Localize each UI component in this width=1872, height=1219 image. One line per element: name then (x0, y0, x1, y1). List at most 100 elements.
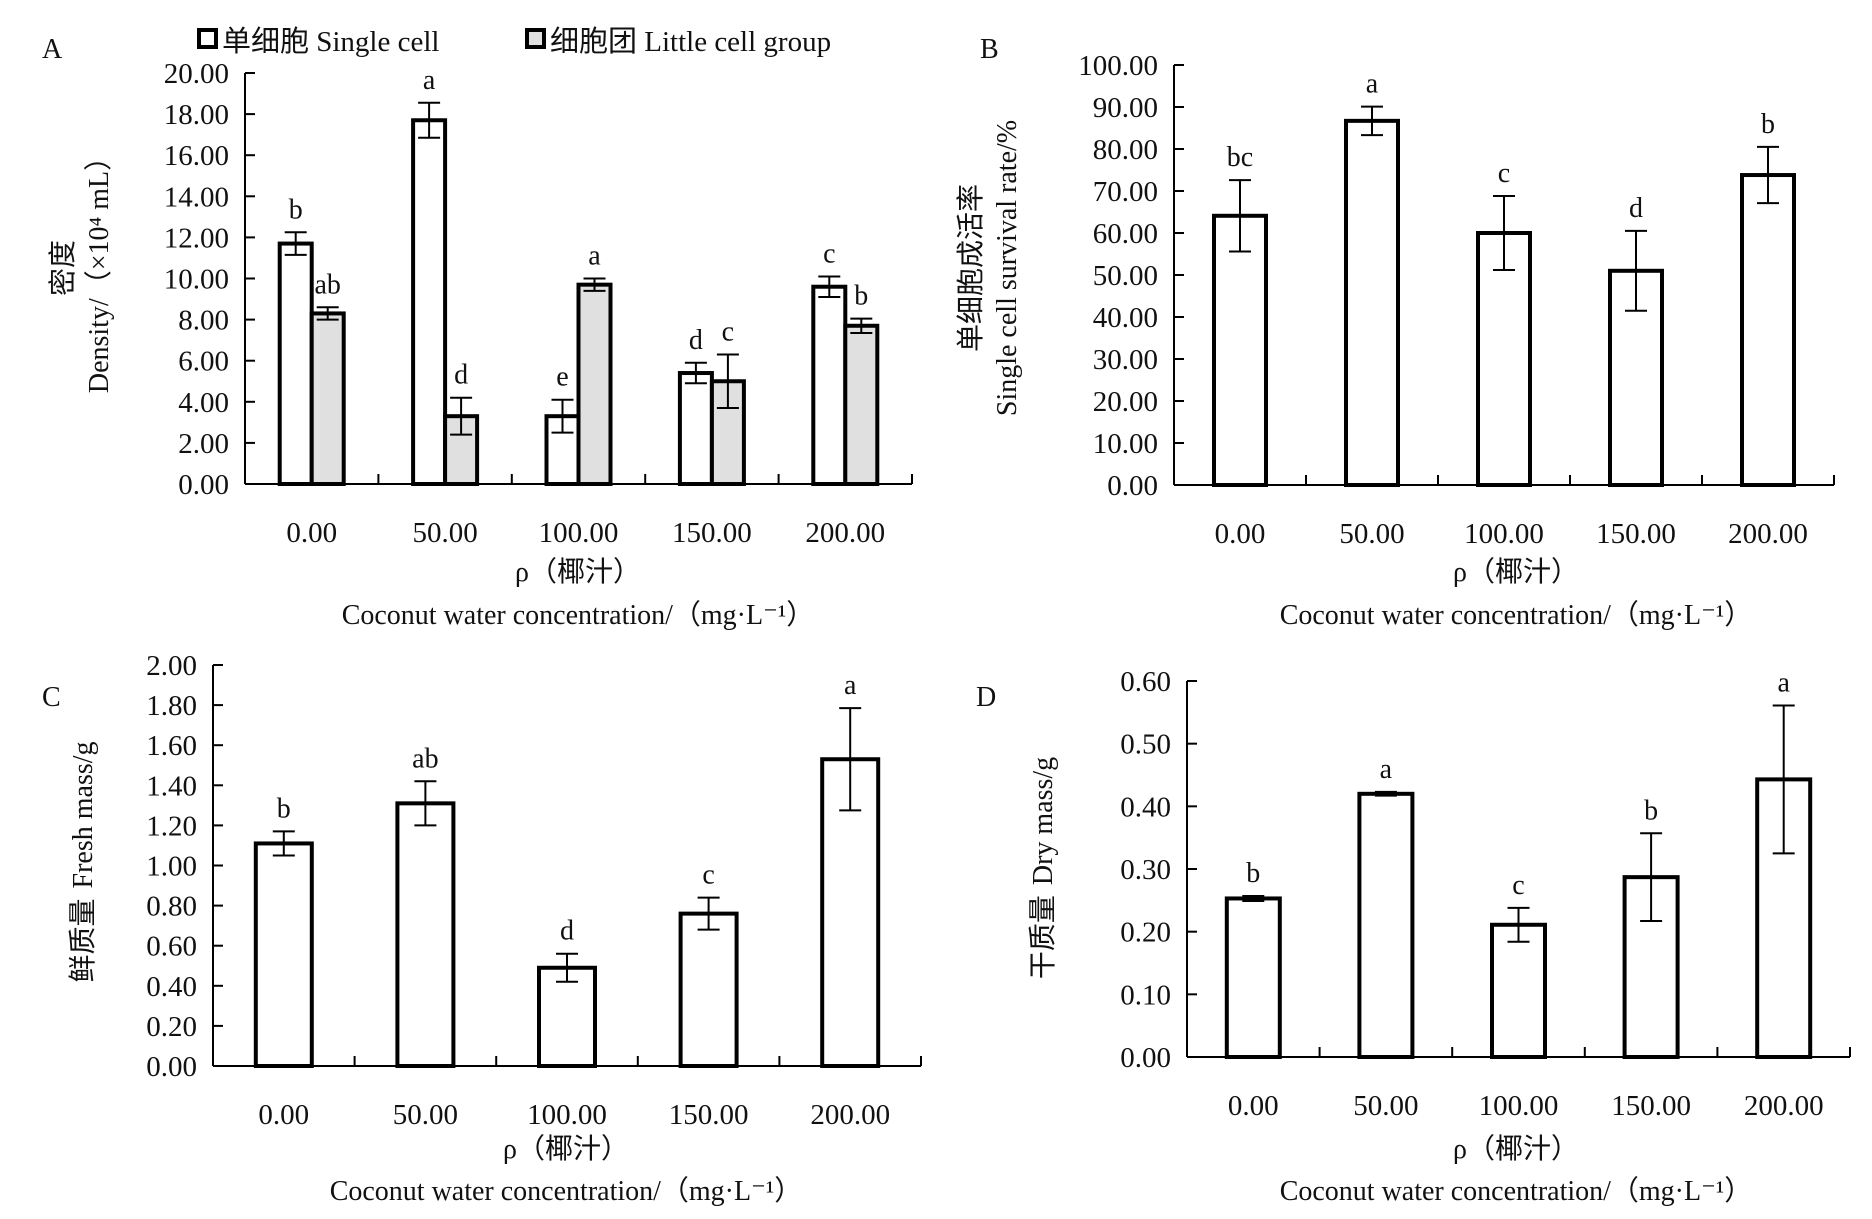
bar (537, 965, 597, 1069)
bar (309, 311, 346, 486)
legend: 单细胞 Single cell 细胞团 Little cell group (197, 25, 831, 58)
x-tick-label: 50.00 (412, 517, 477, 549)
y-tick-label: 100.00 (1078, 50, 1158, 82)
y-tick-label: 80.00 (1093, 134, 1158, 166)
y-tick-label: 0.00 (178, 469, 229, 501)
bar (1344, 118, 1400, 488)
legend-label-cell-group: 细胞团 Little cell group (550, 25, 831, 58)
x-tick-label: 0.00 (258, 1099, 309, 1131)
significance-letter: ab (412, 743, 438, 774)
axes: 0.00 0.20 0.40 0.60 0.80 1.00 1.20 1.40 1.60 1.80… (146, 650, 922, 1131)
significance-letter: ab (314, 269, 340, 300)
significance-letter: a (588, 241, 601, 272)
bar (1212, 213, 1268, 487)
panel-letter: C (42, 682, 61, 713)
y-tick-label: 60.00 (1093, 218, 1158, 250)
y-tick-label: 0.10 (1120, 979, 1171, 1011)
y-tick-label: 0.00 (1120, 1042, 1171, 1074)
y-axis-title-cn: 单细胞成活率 (955, 184, 987, 352)
x-tick-label: 200.00 (1728, 518, 1808, 550)
bar (411, 118, 448, 486)
y-tick-label: 70.00 (1093, 176, 1158, 208)
significance-letter: b (289, 194, 303, 225)
significance-letter: c (722, 317, 734, 348)
y-tick-label: 2.00 (146, 650, 197, 682)
y-tick-label: 30.00 (1093, 344, 1158, 376)
bar (576, 282, 613, 487)
significance-letter: d (689, 325, 703, 356)
bar (253, 841, 314, 1068)
significance-letter: d (1629, 193, 1643, 224)
y-axis-title-en: Dry mass/g (1028, 757, 1059, 885)
y-tick-label: 10.00 (164, 264, 229, 296)
legend-swatch-cell-group (525, 28, 546, 49)
significance-letter: e (556, 362, 568, 393)
legend-label-single-cell: 单细胞 Single cell (222, 25, 439, 58)
y-axis-title-cn: 干质量 (1027, 895, 1059, 979)
significance-letter: c (1512, 870, 1524, 901)
significance-letter: d (560, 916, 574, 947)
x-tick-label: 100.00 (1464, 518, 1544, 550)
x-tick-label: 100.00 (527, 1099, 607, 1131)
y-axis-title: 鲜质量 Fresh mass/g (67, 741, 99, 982)
significance-letter: a (844, 670, 857, 701)
bar (277, 241, 314, 486)
x-axis-title-cn: ρ（椰汁） (1453, 556, 1579, 588)
bar (395, 801, 456, 1068)
x-tick-label: 150.00 (1596, 518, 1676, 550)
bar (811, 284, 848, 486)
significance-letter: c (823, 238, 835, 269)
significance-letter: a (423, 65, 436, 96)
y-axis-title-cn: 鲜质量 (67, 898, 99, 982)
axes: 0.00 0.10 0.20 0.30 0.40 0.50 0.60 0.00 50.00 100… (1120, 666, 1851, 1122)
y-axis-title: 干质量 Dry mass/g (1027, 757, 1059, 979)
panel-letter: D (976, 682, 996, 713)
x-tick-label: 50.00 (1353, 1090, 1418, 1122)
x-tick-label: 200.00 (1744, 1090, 1824, 1122)
significance-letter: c (702, 860, 714, 891)
y-tick-label: 0.20 (146, 1011, 197, 1043)
y-axis-title-cn: 密度 (47, 240, 79, 296)
y-tick-label: 90.00 (1093, 92, 1158, 124)
x-tick-label: 200.00 (810, 1099, 890, 1131)
x-axis-title-en: Coconut water concentration/（mg·L⁻¹） (1280, 1175, 1753, 1207)
x-axis-title-en: Coconut water concentration/（mg·L⁻¹） (342, 599, 815, 631)
y-tick-label: 1.20 (146, 810, 197, 842)
y-tick-label: 40.00 (1093, 302, 1158, 334)
axes: 0.00 2.00 4.00 6.00 8.00 10.00 12.00 14.00 16.00… (164, 58, 913, 549)
y-tick-label: 0.30 (1120, 854, 1171, 886)
panel-c: C 0.00 0.20 0.40 0.60 0.80 1.00 1.20 1.40 1.60 1.… (42, 650, 922, 1207)
y-tick-label: 20.00 (164, 58, 229, 90)
y-tick-label: 0.00 (1107, 470, 1158, 502)
y-tick-label: 1.40 (146, 770, 197, 802)
bar (1224, 896, 1282, 1059)
x-tick-label: 150.00 (669, 1099, 749, 1131)
axes: 0.00 10.00 20.00 30.00 40.00 50.00 60.00 70.00 8… (1078, 50, 1835, 550)
x-tick-label: 100.00 (539, 517, 619, 549)
significance-letter: b (854, 281, 868, 312)
y-tick-label: 0.00 (146, 1051, 197, 1083)
y-tick-label: 0.60 (146, 931, 197, 963)
panel-d: D 0.00 0.10 0.20 0.30 0.40 0.50 0.60 0.00 50.00 1… (976, 666, 1851, 1207)
significance-letter: b (277, 793, 291, 824)
y-axis-title-en: Single cell survival rate/% (992, 120, 1023, 416)
panel-letter: A (42, 34, 63, 65)
y-axis-title-en: Density/（×10⁴ mL） (83, 143, 115, 393)
x-tick-label: 50.00 (393, 1099, 458, 1131)
panel-letter: B (980, 34, 999, 65)
y-tick-label: 1.80 (146, 690, 197, 722)
x-axis-title-en: Coconut water concentration/（mg·L⁻¹） (1280, 599, 1753, 631)
x-tick-label: 150.00 (1611, 1090, 1691, 1122)
y-tick-label: 50.00 (1093, 260, 1158, 292)
x-tick-label: 0.00 (1228, 1090, 1279, 1122)
legend-swatch-single-cell (197, 28, 218, 49)
bars: b ab d c a (253, 670, 881, 1069)
y-tick-label: 8.00 (178, 305, 229, 337)
y-tick-label: 0.60 (1120, 666, 1171, 698)
y-tick-label: 2.00 (178, 428, 229, 460)
y-tick-label: 0.40 (146, 971, 197, 1003)
y-tick-label: 14.00 (164, 181, 229, 213)
bar (843, 323, 880, 487)
